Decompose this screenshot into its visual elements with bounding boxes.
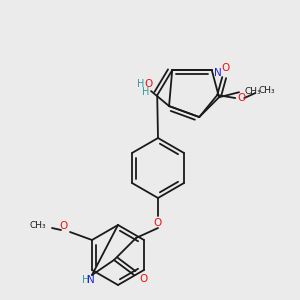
- Text: CH₃: CH₃: [245, 87, 261, 96]
- Text: N: N: [214, 68, 222, 78]
- Text: O: O: [59, 221, 67, 231]
- Text: CH₃: CH₃: [30, 220, 46, 230]
- Text: H: H: [137, 79, 145, 89]
- Text: O: O: [237, 93, 245, 103]
- Text: H: H: [82, 275, 90, 285]
- Text: O: O: [144, 79, 152, 89]
- Text: O: O: [154, 218, 162, 228]
- Text: N: N: [87, 275, 95, 285]
- Text: O: O: [221, 63, 230, 73]
- Text: H: H: [142, 87, 149, 97]
- Text: CH₃: CH₃: [259, 85, 276, 94]
- Text: O: O: [139, 274, 147, 284]
